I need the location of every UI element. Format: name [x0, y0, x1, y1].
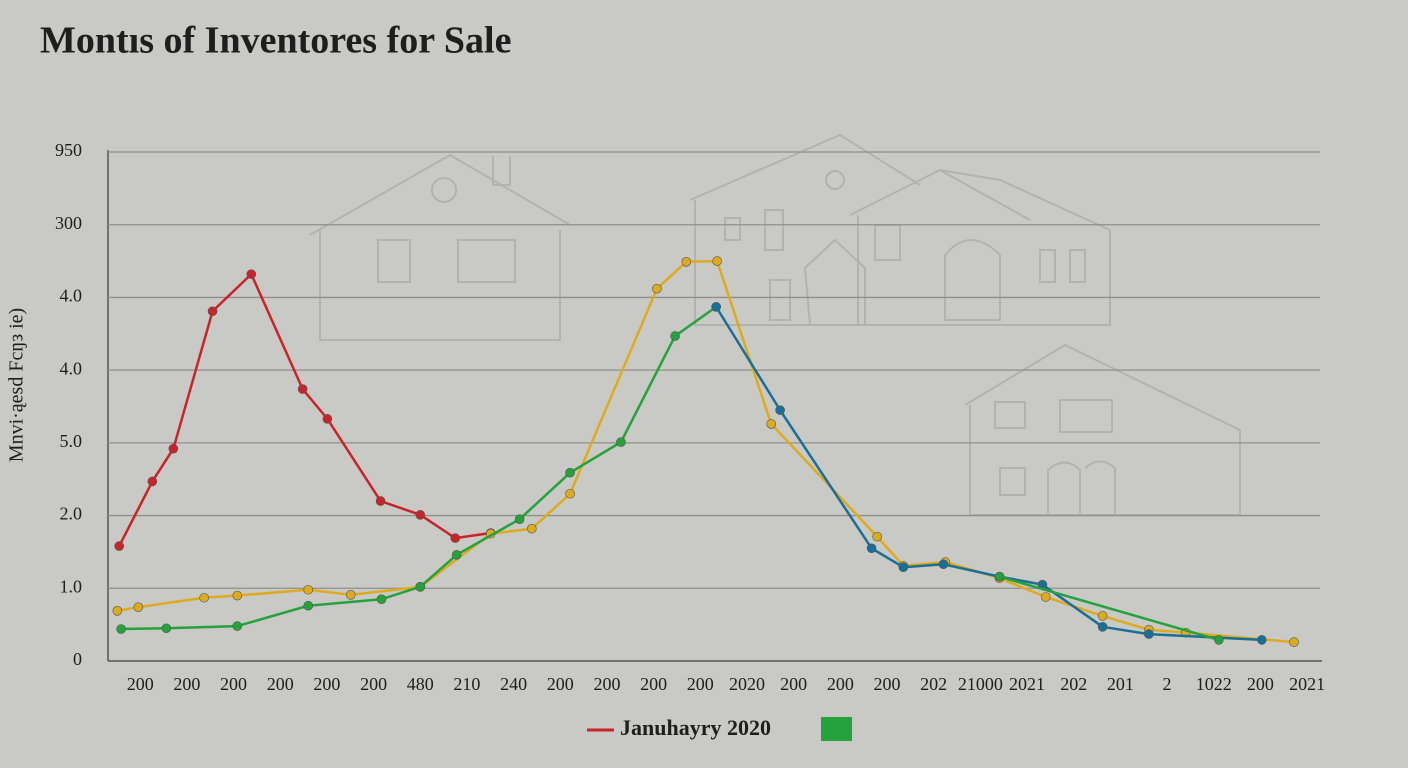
- x-tick-label: 200: [360, 674, 387, 694]
- data-point: [711, 302, 721, 312]
- y-tick-label: 5.0: [60, 431, 83, 451]
- x-tick-label: 2021: [1289, 674, 1325, 694]
- data-point: [112, 606, 123, 616]
- x-tick-label: 480: [407, 674, 434, 694]
- x-tick-label: 202: [1060, 674, 1087, 694]
- data-point: [565, 467, 575, 478]
- chart-title: Montıs of Inventores for Sale: [40, 20, 511, 62]
- data-point: [168, 443, 179, 454]
- x-tick-label: 200: [687, 674, 714, 694]
- data-point: [938, 559, 949, 570]
- data-point: [345, 590, 356, 600]
- data-point: [1256, 635, 1267, 645]
- y-tick-label: 4.0: [60, 286, 83, 306]
- data-point: [766, 419, 777, 429]
- x-tick-label: 1022: [1196, 674, 1232, 694]
- data-point: [116, 624, 126, 634]
- data-point: [147, 476, 158, 487]
- data-point: [527, 523, 537, 534]
- series-line: [999, 575, 1220, 642]
- data-point: [322, 414, 333, 424]
- data-point: [133, 602, 144, 612]
- data-point: [303, 584, 314, 595]
- y-tick-label: 4.0: [60, 358, 83, 378]
- data-point: [1289, 637, 1299, 647]
- data-point: [712, 256, 722, 266]
- data-point: [514, 514, 525, 525]
- x-tick-label: 2021: [1009, 674, 1045, 694]
- data-point: [670, 331, 680, 341]
- data-point: [375, 496, 386, 506]
- data-point: [232, 590, 243, 601]
- data-point: [616, 437, 626, 447]
- series-line: [121, 305, 717, 631]
- x-tick-label: 200: [873, 674, 900, 694]
- x-tick-label: 2: [1163, 674, 1172, 694]
- data-point: [872, 531, 882, 542]
- x-tick-label: 210: [453, 674, 480, 694]
- x-tick-label: 21000: [958, 674, 1003, 694]
- x-tick-label: 240: [500, 674, 527, 694]
- x-tick-label: 2020: [729, 674, 765, 694]
- data-point: [207, 306, 218, 317]
- y-tick-label: 1.0: [60, 576, 83, 596]
- data-point: [297, 384, 308, 394]
- data-point: [450, 533, 461, 543]
- data-point: [303, 600, 314, 611]
- data-point: [376, 594, 387, 604]
- data-point: [898, 562, 909, 572]
- x-tick-label: 200: [127, 674, 154, 694]
- data-point: [652, 283, 662, 294]
- x-tick-label: 200: [640, 674, 667, 694]
- x-tick-label: 200: [173, 674, 200, 694]
- legend-swatch: [821, 717, 852, 741]
- data-point: [114, 541, 125, 551]
- y-tick-label: 950: [55, 140, 82, 160]
- x-tick-label: 200: [780, 674, 807, 694]
- x-tick-label: 200: [220, 674, 247, 694]
- x-tick-label: 200: [547, 674, 574, 694]
- y-tick-label: 300: [55, 213, 82, 233]
- data-point: [681, 256, 692, 267]
- x-tick-label: 200: [827, 674, 854, 694]
- data-point: [1097, 611, 1108, 621]
- data-point: [565, 488, 575, 499]
- x-tick-label: 202: [920, 674, 947, 694]
- legend-label: Januhayry 2020: [620, 715, 771, 740]
- y-axis-label: Mnvi·ąesd Fcŋз ie): [6, 308, 28, 462]
- data-point: [1214, 635, 1224, 645]
- data-point: [1097, 622, 1108, 632]
- y-tick-label: 2.0: [60, 504, 83, 524]
- x-tick-label: 200: [267, 674, 294, 694]
- data-point: [161, 623, 172, 634]
- data-point: [246, 269, 257, 279]
- x-tick-label: 201: [1107, 674, 1134, 694]
- data-point: [415, 510, 426, 520]
- data-point: [415, 582, 426, 592]
- data-point: [866, 543, 877, 554]
- data-point: [232, 621, 243, 631]
- series-line: [715, 306, 1262, 642]
- x-tick-label: 200: [593, 674, 620, 694]
- data-point: [1144, 629, 1154, 639]
- data-point: [1040, 592, 1051, 602]
- data-point: [451, 550, 462, 560]
- data-point: [199, 592, 209, 603]
- data-point: [775, 405, 785, 415]
- data-point: [994, 571, 1005, 582]
- y-tick-label: 0: [73, 649, 82, 669]
- x-tick-label: 200: [1247, 674, 1274, 694]
- house-sketches: [309, 133, 1241, 516]
- x-tick-label: 200: [313, 674, 340, 694]
